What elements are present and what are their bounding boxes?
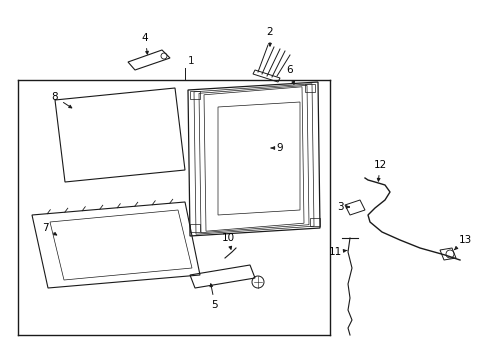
- Text: 4: 4: [142, 33, 148, 54]
- Text: 6: 6: [286, 65, 294, 84]
- Text: 12: 12: [373, 160, 386, 181]
- Text: 5: 5: [209, 284, 218, 310]
- Text: 1: 1: [187, 56, 194, 66]
- Text: 2: 2: [266, 27, 273, 46]
- Text: 10: 10: [221, 233, 234, 249]
- Text: 8: 8: [52, 92, 72, 108]
- Text: 9: 9: [270, 143, 283, 153]
- Text: 7: 7: [41, 223, 57, 235]
- Text: 13: 13: [453, 235, 470, 250]
- Text: 11: 11: [328, 247, 346, 257]
- Text: 3: 3: [336, 202, 348, 212]
